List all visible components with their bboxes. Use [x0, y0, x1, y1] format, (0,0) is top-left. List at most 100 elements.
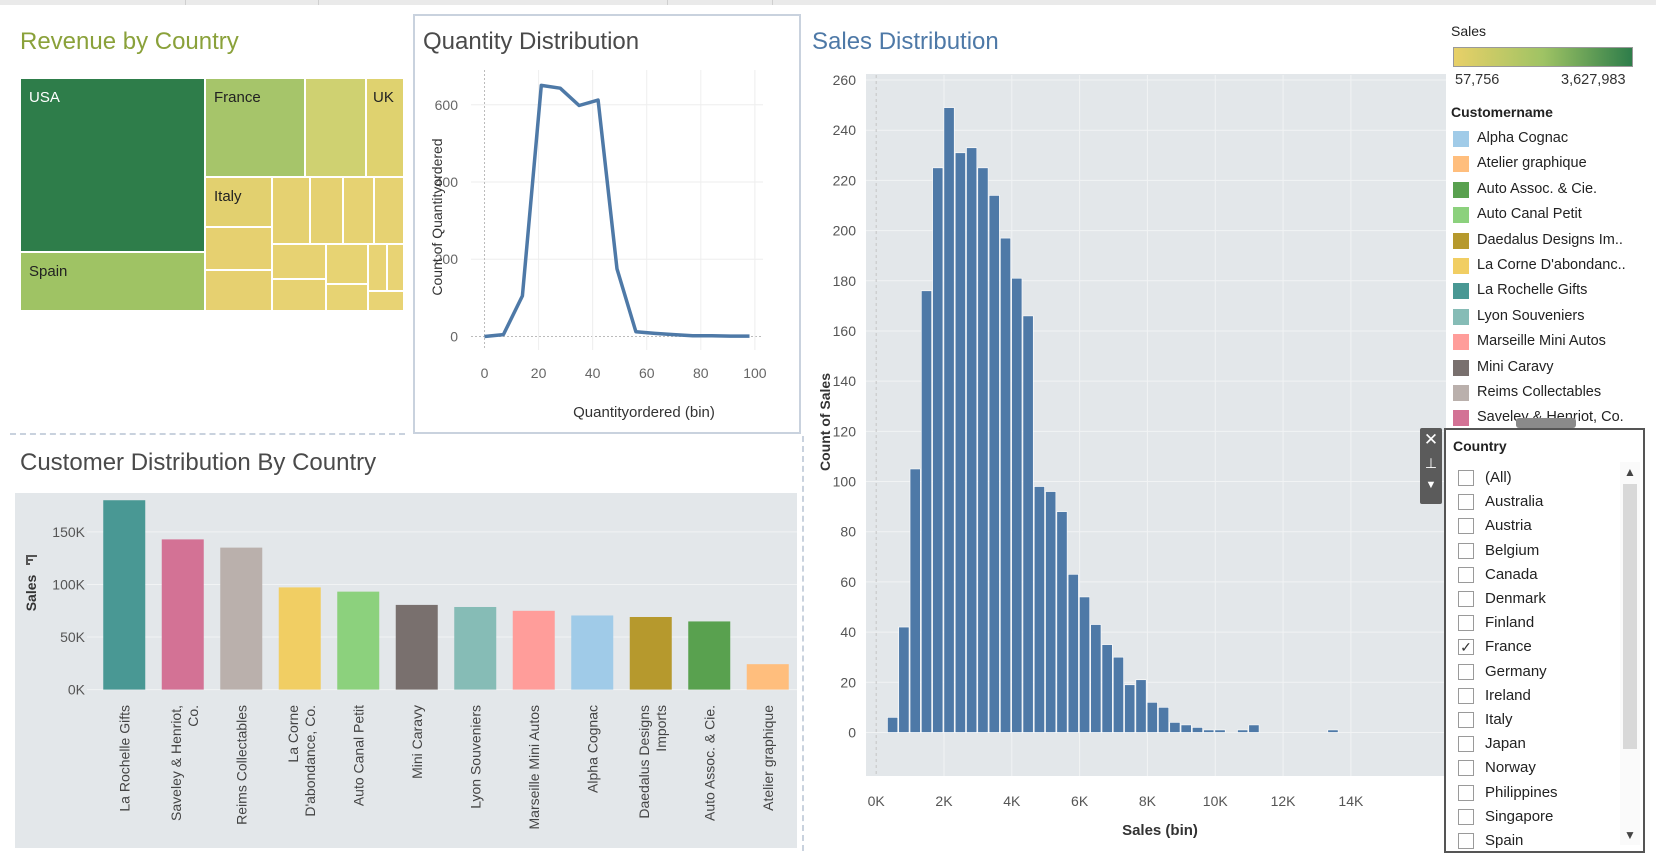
histogram-bar[interactable]: [977, 167, 989, 733]
treemap-cell[interactable]: [305, 78, 366, 177]
y-tick-label: 160: [833, 323, 857, 339]
bar[interactable]: [161, 539, 204, 690]
checkbox[interactable]: [1458, 808, 1474, 825]
histogram-bar[interactable]: [1327, 729, 1339, 733]
treemap-cell[interactable]: [387, 244, 404, 291]
sales-color-gradient[interactable]: [1453, 47, 1633, 67]
sort-icon[interactable]: [26, 555, 37, 565]
histogram-bar[interactable]: [1169, 722, 1181, 733]
y-tick-label: 50K: [60, 629, 86, 645]
bar[interactable]: [395, 604, 438, 690]
quantity-series-line[interactable]: [484, 83, 750, 339]
treemap-cell-france[interactable]: France: [205, 78, 305, 177]
histogram-bar[interactable]: [1033, 486, 1045, 733]
treemap-cell-usa[interactable]: USA: [20, 78, 205, 252]
bar[interactable]: [571, 615, 614, 690]
histogram-bar[interactable]: [1203, 729, 1215, 733]
histogram-bar[interactable]: [1000, 237, 1011, 733]
treemap-cell[interactable]: [326, 244, 368, 284]
checkbox[interactable]: [1458, 494, 1474, 511]
histogram-bar[interactable]: [1146, 702, 1158, 733]
scrollbar-thumb[interactable]: [1623, 484, 1637, 749]
bar[interactable]: [746, 664, 789, 690]
histogram-bar[interactable]: [932, 167, 944, 733]
histogram-bar[interactable]: [921, 290, 932, 733]
histogram-bar[interactable]: [1011, 277, 1023, 733]
treemap-cell[interactable]: [272, 279, 326, 311]
bar[interactable]: [103, 500, 146, 690]
treemap-cell[interactable]: [343, 177, 374, 244]
treemap-cell[interactable]: [368, 244, 387, 291]
histogram-bar[interactable]: [1090, 624, 1102, 733]
checkbox[interactable]: [1458, 736, 1474, 753]
bar[interactable]: [220, 547, 263, 690]
checkbox[interactable]: [1458, 663, 1474, 680]
close-icon[interactable]: ✕: [1423, 430, 1439, 449]
checkbox-checked[interactable]: ✓: [1458, 639, 1474, 656]
treemap-cell-italy[interactable]: Italy: [205, 177, 272, 227]
histogram-bar[interactable]: [909, 468, 921, 733]
histogram-bar[interactable]: [1112, 656, 1124, 733]
pin-icon[interactable]: ⊥: [1424, 455, 1438, 471]
histogram-bar[interactable]: [966, 147, 978, 733]
histogram-bar[interactable]: [887, 717, 899, 733]
histogram-bar[interactable]: [1248, 724, 1260, 733]
filter-option-label: Singapore: [1485, 807, 1554, 825]
bar[interactable]: [454, 606, 497, 690]
checkbox[interactable]: [1458, 566, 1474, 583]
checkbox[interactable]: [1458, 784, 1474, 801]
histogram-bar[interactable]: [988, 195, 1000, 733]
checkbox[interactable]: [1458, 687, 1474, 704]
histogram-bar[interactable]: [1237, 729, 1249, 733]
histogram-bar[interactable]: [898, 626, 910, 733]
treemap-cell[interactable]: [205, 270, 272, 311]
dropdown-caret-icon[interactable]: ▼: [1425, 479, 1437, 491]
treemap-cell-spain[interactable]: Spain: [20, 252, 205, 311]
treemap-cell[interactable]: [272, 244, 326, 279]
checkbox[interactable]: [1458, 833, 1474, 849]
histogram-bar[interactable]: [1022, 315, 1034, 733]
histogram-bar[interactable]: [1079, 596, 1091, 733]
histogram-bar[interactable]: [1101, 644, 1113, 733]
filter-scrollbar[interactable]: ▲ ▼: [1620, 462, 1640, 845]
quantity-chart[interactable]: 0 20 40 60 80 100 0 200 400 600 Quantityordered …: [415, 68, 799, 432]
sales-chart[interactable]: 0K 2K 4K 6K 8K 10K 12K 14K 0 20 40 60 80 100 120 140 16…: [806, 72, 1446, 852]
treemap-cell[interactable]: [205, 227, 272, 270]
filter-option-label: (All): [1485, 469, 1512, 486]
bar[interactable]: [512, 610, 555, 690]
treemap-cell[interactable]: [368, 291, 404, 311]
scroll-up-icon[interactable]: ▲: [1624, 465, 1636, 479]
histogram-bar[interactable]: [1214, 729, 1226, 733]
checkbox[interactable]: [1458, 615, 1474, 632]
treemap-cell[interactable]: [310, 177, 343, 244]
histogram-bar[interactable]: [1158, 707, 1170, 733]
customer-chart[interactable]: 0K 50K 100K 150K La Rochelle Gifts Saveley &…: [15, 493, 797, 848]
histogram-bar[interactable]: [1192, 727, 1203, 733]
treemap-cell-uk[interactable]: UK: [366, 78, 404, 177]
histogram-bar[interactable]: [1067, 574, 1079, 733]
histogram-bar[interactable]: [1135, 679, 1147, 733]
histogram-bar[interactable]: [1056, 511, 1068, 733]
bar[interactable]: [278, 587, 321, 690]
treemap-cell[interactable]: [326, 284, 368, 311]
y-tick-label: 150K: [52, 524, 85, 540]
histogram-bar[interactable]: [1045, 491, 1057, 733]
histogram-bar[interactable]: [1124, 684, 1136, 733]
checkbox[interactable]: [1458, 760, 1474, 777]
bar[interactable]: [688, 621, 731, 690]
filter-drag-handle[interactable]: [1516, 418, 1576, 428]
histogram-bar[interactable]: [943, 107, 955, 733]
checkbox[interactable]: [1458, 712, 1474, 728]
histogram-bar[interactable]: [1180, 724, 1192, 733]
revenue-treemap[interactable]: USA Spain France UK Italy: [20, 78, 404, 311]
histogram-bar[interactable]: [954, 152, 966, 733]
treemap-cell[interactable]: [272, 177, 310, 244]
checkbox[interactable]: [1458, 470, 1474, 486]
checkbox[interactable]: [1458, 518, 1474, 535]
checkbox[interactable]: [1458, 591, 1474, 607]
bar[interactable]: [337, 591, 380, 690]
scroll-down-icon[interactable]: ▼: [1624, 828, 1636, 842]
treemap-cell[interactable]: [374, 177, 404, 244]
checkbox[interactable]: [1458, 542, 1474, 559]
bar[interactable]: [629, 616, 672, 690]
